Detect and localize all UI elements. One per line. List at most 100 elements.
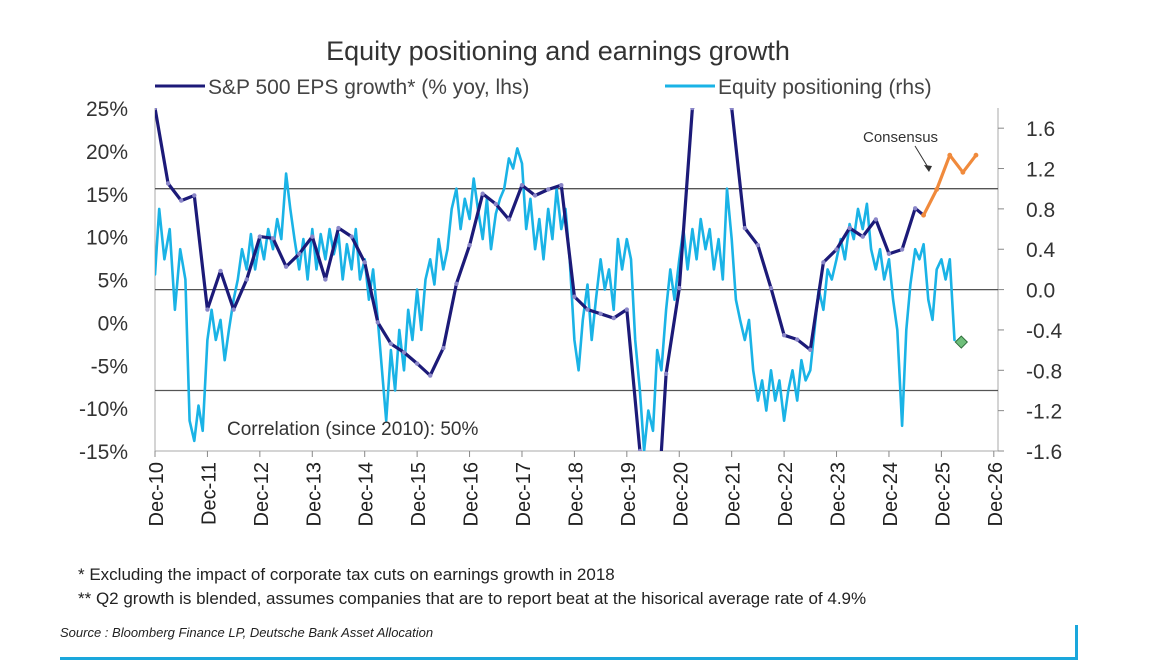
chart-title: Equity positioning and earnings growth bbox=[326, 36, 790, 66]
correlation-annotation: Correlation (since 2010): 50% bbox=[227, 419, 478, 440]
left-tick-label: 25% bbox=[86, 98, 128, 121]
eps-data-point bbox=[781, 333, 787, 338]
chart: Equity positioning and earnings growth S… bbox=[79, 36, 1063, 526]
footer-rule-tick bbox=[1075, 625, 1078, 660]
eps-data-point bbox=[283, 264, 289, 269]
footnote-q2-blended: ** Q2 growth is blended, assumes compani… bbox=[78, 589, 867, 608]
consensus-data-point bbox=[921, 212, 926, 218]
eps-data-point bbox=[860, 234, 865, 239]
x-tick-label: Dec-13 bbox=[303, 462, 325, 526]
eps-data-point bbox=[677, 285, 682, 291]
x-tick-label: Dec-21 bbox=[723, 462, 745, 526]
x-tick-label: Dec-11 bbox=[198, 462, 220, 525]
eps-data-point bbox=[768, 285, 774, 291]
eps-data-point bbox=[414, 361, 420, 366]
positioning-end-marker bbox=[954, 335, 969, 349]
eps-data-point bbox=[441, 345, 446, 351]
consensus-data-point bbox=[960, 169, 966, 175]
eps-data-point bbox=[532, 193, 538, 198]
consensus-data-point bbox=[973, 152, 979, 158]
series-eps-growth bbox=[155, 108, 926, 451]
eps-data-point bbox=[218, 268, 223, 274]
left-tick-label: -10% bbox=[79, 398, 128, 421]
eps-data-point bbox=[795, 337, 800, 342]
eps-data-point bbox=[886, 251, 892, 256]
eps-data-point bbox=[165, 181, 171, 186]
eps-data-point bbox=[572, 294, 577, 299]
eps-data-point bbox=[624, 307, 630, 312]
legend: S&P 500 EPS growth* (% yoy, lhs) Equity … bbox=[155, 76, 932, 99]
eps-data-point bbox=[611, 315, 616, 321]
eps-data-point bbox=[899, 247, 905, 252]
series-line bbox=[921, 153, 978, 217]
eps-data-point bbox=[349, 234, 354, 239]
legend-label-eps: S&P 500 EPS growth* (% yoy, lhs) bbox=[208, 76, 529, 99]
eps-data-point bbox=[873, 217, 879, 222]
eps-data-point bbox=[808, 347, 813, 353]
x-tick-label: Dec-24 bbox=[880, 462, 902, 526]
eps-data-point bbox=[559, 182, 564, 188]
eps-data-point bbox=[205, 307, 210, 312]
right-tick-label: -0.8 bbox=[1026, 360, 1062, 383]
x-tick-label: Dec-15 bbox=[408, 462, 430, 526]
eps-data-point bbox=[296, 251, 302, 256]
eps-data-point bbox=[545, 187, 551, 192]
eps-data-point bbox=[821, 260, 826, 265]
eps-data-point bbox=[244, 277, 249, 282]
right-axis: 1.6 1.2 0.8 0.4 0.0 -0.4 -0.8 -1.2 -1.6 bbox=[998, 118, 1063, 464]
eps-data-point bbox=[585, 307, 590, 312]
x-tick-label: Dec-16 bbox=[461, 462, 483, 526]
consensus-data-point bbox=[947, 152, 953, 158]
consensus-data-point bbox=[934, 187, 940, 192]
eps-data-point bbox=[742, 225, 747, 231]
series-line bbox=[155, 147, 956, 451]
markers bbox=[954, 335, 969, 349]
eps-data-point bbox=[336, 225, 341, 231]
eps-data-point bbox=[388, 341, 394, 347]
eps-data-point bbox=[323, 277, 328, 282]
eps-data-point bbox=[467, 243, 472, 248]
eps-data-point bbox=[493, 201, 498, 207]
x-tick-label: Dec-22 bbox=[775, 462, 797, 526]
plot-frame bbox=[154, 108, 999, 452]
left-tick-label: 5% bbox=[98, 270, 128, 293]
left-axis: 25% 20% 15% 10% 5% 0% -5% -10% -15% bbox=[79, 98, 128, 464]
eps-data-point bbox=[755, 243, 761, 248]
right-tick-label: 0.8 bbox=[1026, 199, 1055, 222]
x-tick-label: Dec-17 bbox=[513, 462, 535, 526]
consensus-arrowhead bbox=[924, 165, 932, 172]
eps-data-point bbox=[834, 247, 839, 252]
right-tick-label: -0.4 bbox=[1026, 320, 1063, 343]
eps-data-point bbox=[362, 260, 367, 265]
x-tick-label: Dec-18 bbox=[565, 462, 587, 526]
eps-data-point bbox=[257, 234, 263, 239]
consensus-annotation: Consensus bbox=[863, 129, 938, 146]
legend-label-positioning: Equity positioning (rhs) bbox=[718, 76, 932, 99]
left-tick-label: 15% bbox=[86, 184, 128, 207]
series-equity-positioning bbox=[155, 147, 956, 451]
eps-data-point bbox=[428, 373, 433, 378]
x-tick-label: Dec-14 bbox=[356, 462, 378, 526]
eps-data-point bbox=[519, 182, 525, 188]
eps-data-point bbox=[506, 217, 512, 222]
x-tick-label: Dec-19 bbox=[618, 462, 640, 526]
left-tick-label: -15% bbox=[79, 441, 128, 464]
eps-data-point bbox=[231, 307, 236, 312]
series-line bbox=[155, 108, 926, 451]
eps-data-point bbox=[270, 236, 276, 241]
source-note: Source : Bloomberg Finance LP, Deutsche … bbox=[60, 625, 434, 640]
eps-data-point bbox=[310, 234, 315, 239]
right-tick-label: 0.4 bbox=[1026, 239, 1056, 262]
right-tick-label: -1.2 bbox=[1026, 401, 1062, 424]
eps-data-point bbox=[912, 206, 918, 211]
reference-lines bbox=[155, 188, 998, 392]
right-tick-label: -1.6 bbox=[1026, 441, 1062, 464]
footer-rule bbox=[60, 657, 1078, 660]
eps-data-point bbox=[637, 448, 643, 451]
eps-data-point bbox=[690, 108, 695, 111]
x-tick-label: Dec-10 bbox=[146, 462, 168, 526]
eps-data-point bbox=[192, 193, 197, 198]
eps-data-point bbox=[663, 371, 669, 377]
left-tick-label: 10% bbox=[86, 227, 128, 250]
eps-data-point bbox=[847, 225, 852, 231]
